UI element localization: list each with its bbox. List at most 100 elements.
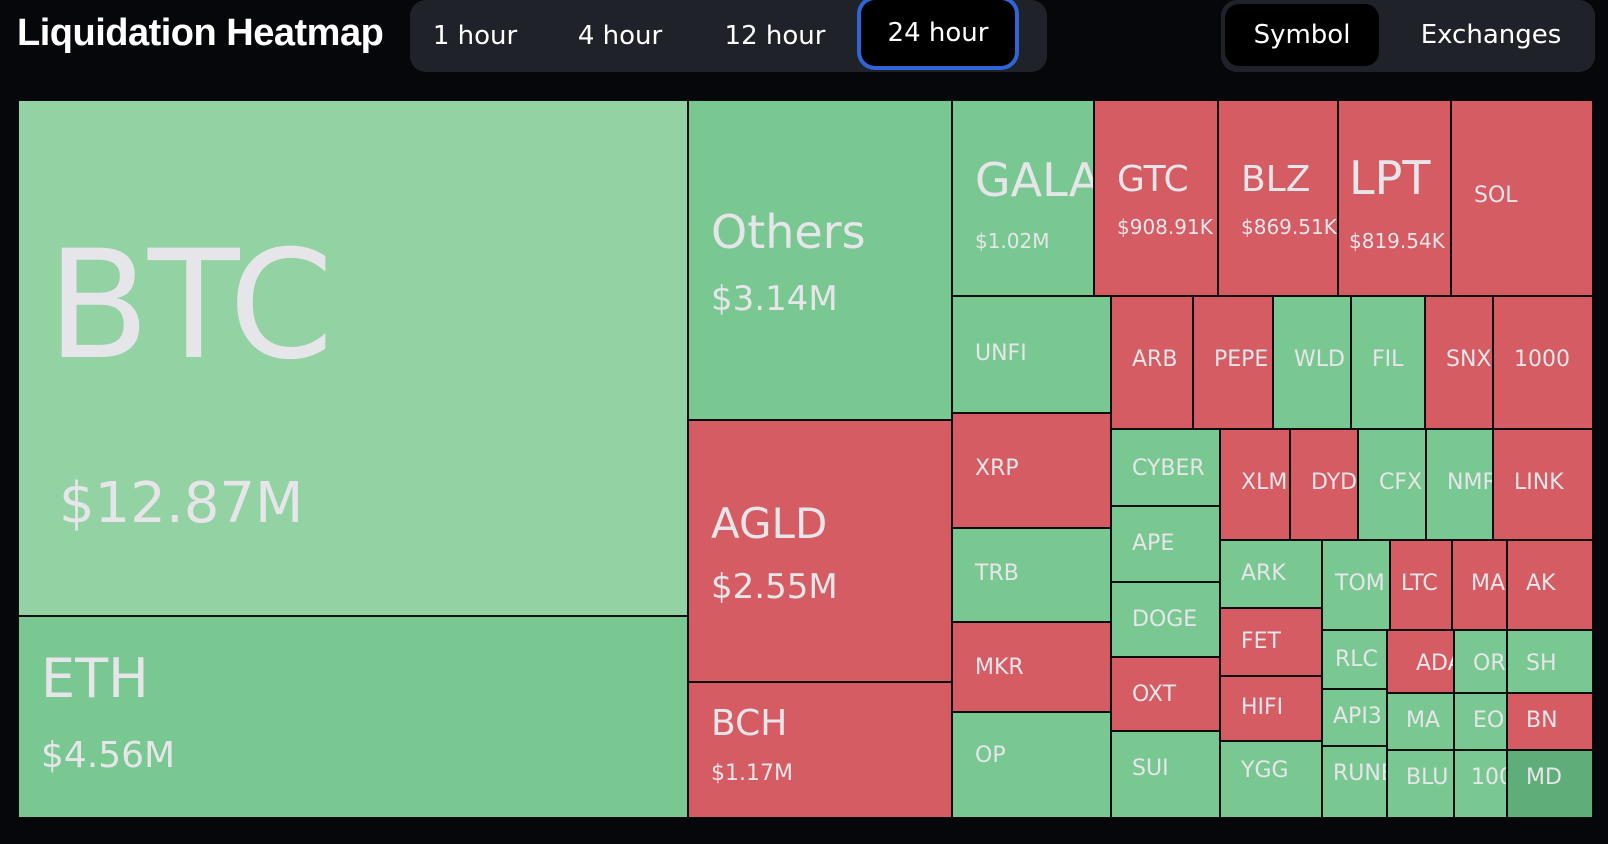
timeframe-tabs: 1 hour 4 hour 12 hour 24 hour xyxy=(410,0,1047,72)
tile-unfi[interactable]: UNFI xyxy=(952,296,1111,413)
tile-symbol: ETH xyxy=(41,647,149,710)
tile-ark[interactable]: ARK xyxy=(1220,540,1322,608)
tile-bn[interactable]: BN xyxy=(1507,693,1593,750)
tile-mkr[interactable]: MKR xyxy=(952,622,1111,712)
tile-symbol: BTC xyxy=(47,219,333,393)
tile-symbol: HIFI xyxy=(1241,695,1284,720)
view-toggle: Symbol Exchanges xyxy=(1221,0,1595,72)
tile-symbol: SNX xyxy=(1446,347,1492,372)
liquidation-treemap: BTC $12.87M ETH $4.56M Others $3.14M AGLD $2.55… xyxy=(18,100,1593,818)
tile-ada[interactable]: ADA xyxy=(1387,630,1454,693)
tile-xrp[interactable]: XRP xyxy=(952,413,1111,528)
tile-dyd[interactable]: DYD xyxy=(1290,429,1358,540)
tile-xlm[interactable]: XLM xyxy=(1220,429,1290,540)
tile-rune[interactable]: RUNE xyxy=(1322,746,1387,818)
tile-symbol: AGLD xyxy=(711,499,828,548)
tile-blu[interactable]: BLU xyxy=(1387,750,1454,818)
tile-symbol: PEPE xyxy=(1214,347,1269,372)
tile-link[interactable]: LINK xyxy=(1493,429,1593,540)
tile-wld[interactable]: WLD xyxy=(1273,296,1351,429)
tile-value: $819.54K xyxy=(1349,229,1445,253)
view-symbol-button[interactable]: Symbol xyxy=(1225,4,1379,66)
tile-symbol: LPT xyxy=(1349,151,1431,205)
tile-symbol: DOGE xyxy=(1132,607,1198,632)
tile-ltc[interactable]: LTC xyxy=(1390,540,1452,630)
tile-lpt[interactable]: LPT $819.54K xyxy=(1338,100,1451,296)
tile-symbol: MKR xyxy=(975,655,1024,680)
tile-symbol: XRP xyxy=(975,456,1019,481)
tab-4-hour[interactable]: 4 hour xyxy=(577,21,663,51)
tile-symbol: SUI xyxy=(1132,756,1169,781)
tile-sh[interactable]: SH xyxy=(1507,630,1593,693)
tile-sui[interactable]: SUI xyxy=(1111,731,1220,818)
tile-gtc[interactable]: GTC $908.91K xyxy=(1094,100,1218,296)
tile-eo[interactable]: EO xyxy=(1454,693,1507,750)
tile-ape[interactable]: APE xyxy=(1111,506,1220,582)
tile-tom[interactable]: TOM xyxy=(1322,540,1390,630)
tile-blz[interactable]: BLZ $869.51K xyxy=(1218,100,1338,296)
tile-nmr[interactable]: NMR xyxy=(1426,429,1493,540)
page-title: Liquidation Heatmap xyxy=(17,12,384,54)
tile-op[interactable]: OP xyxy=(952,712,1111,818)
tile-fil[interactable]: FIL xyxy=(1351,296,1425,429)
tile-pepe[interactable]: PEPE xyxy=(1193,296,1273,429)
tile-others[interactable]: Others $3.14M xyxy=(688,100,952,420)
tab-12-hour[interactable]: 12 hour xyxy=(724,21,826,51)
tile-symbol: OP xyxy=(975,743,1006,768)
tile-snx[interactable]: SNX xyxy=(1425,296,1493,429)
tile-symbol: LINK xyxy=(1514,470,1564,495)
tile-arb[interactable]: ARB xyxy=(1111,296,1193,429)
tile-symbol: EO xyxy=(1473,708,1505,733)
tile-oxt[interactable]: OXT xyxy=(1111,657,1220,731)
tile-symbol: FIL xyxy=(1372,347,1404,372)
tile-value: $3.14M xyxy=(711,279,838,319)
tile-symbol: BLU xyxy=(1406,765,1449,790)
tile-value: $908.91K xyxy=(1117,215,1213,239)
view-exchanges-button[interactable]: Exchanges xyxy=(1420,20,1562,50)
tile-symbol: WLD xyxy=(1294,347,1345,372)
tile-symbol: TOM xyxy=(1335,571,1385,596)
tile-symbol: CFX xyxy=(1379,470,1423,495)
tile-ma[interactable]: MA xyxy=(1452,540,1507,630)
tile-gala[interactable]: GALA $1.02M xyxy=(952,100,1094,296)
tile-symbol: RUNE xyxy=(1333,761,1386,786)
tile-btc[interactable]: BTC $12.87M xyxy=(18,100,688,616)
tile-symbol: AK xyxy=(1526,571,1556,596)
tile-symbol: SOL xyxy=(1474,183,1518,208)
tile-1000[interactable]: 1000 xyxy=(1493,296,1593,429)
tab-24-hour[interactable]: 24 hour xyxy=(861,0,1015,66)
tile-symbol: UNFI xyxy=(975,341,1027,366)
tile-or[interactable]: OR xyxy=(1454,630,1507,693)
tile-symbol: TRB xyxy=(975,561,1019,586)
tile-symbol: OXT xyxy=(1132,682,1177,707)
tile-symbol: DYD xyxy=(1311,470,1358,495)
tile-symbol: NMR xyxy=(1447,470,1493,495)
tile-doge[interactable]: DOGE xyxy=(1111,582,1220,657)
tile-symbol: MD xyxy=(1526,765,1562,790)
tile-agld[interactable]: AGLD $2.55M xyxy=(688,420,952,682)
tab-1-hour[interactable]: 1 hour xyxy=(432,21,518,51)
tile-cyber[interactable]: CYBER xyxy=(1111,429,1220,506)
tile-value: $4.56M xyxy=(41,735,176,776)
tile-api3[interactable]: API3 xyxy=(1322,689,1387,746)
tile-sol[interactable]: SOL xyxy=(1451,100,1593,296)
tile-ygg[interactable]: YGG xyxy=(1220,741,1322,818)
tile-symbol: ADA xyxy=(1416,651,1453,676)
tile-ma[interactable]: MA xyxy=(1387,693,1454,750)
tile-symbol: RLC xyxy=(1335,647,1378,672)
tile-symbol: 1000 xyxy=(1514,347,1570,372)
tile-100[interactable]: 100 xyxy=(1454,750,1507,818)
tile-symbol: XLM xyxy=(1241,470,1288,495)
tile-fet[interactable]: FET xyxy=(1220,608,1322,676)
tile-rlc[interactable]: RLC xyxy=(1322,630,1387,689)
tile-eth[interactable]: ETH $4.56M xyxy=(18,616,688,818)
tile-value: $1.17M xyxy=(711,761,793,786)
tile-trb[interactable]: TRB xyxy=(952,528,1111,622)
tile-md[interactable]: MD xyxy=(1507,750,1593,818)
tile-ak[interactable]: AK xyxy=(1507,540,1593,630)
tile-cfx[interactable]: CFX xyxy=(1358,429,1426,540)
tile-symbol: 100 xyxy=(1471,765,1506,790)
tile-hifi[interactable]: HIFI xyxy=(1220,676,1322,741)
tile-symbol: SH xyxy=(1526,651,1557,676)
tile-bch[interactable]: BCH $1.17M xyxy=(688,682,952,818)
